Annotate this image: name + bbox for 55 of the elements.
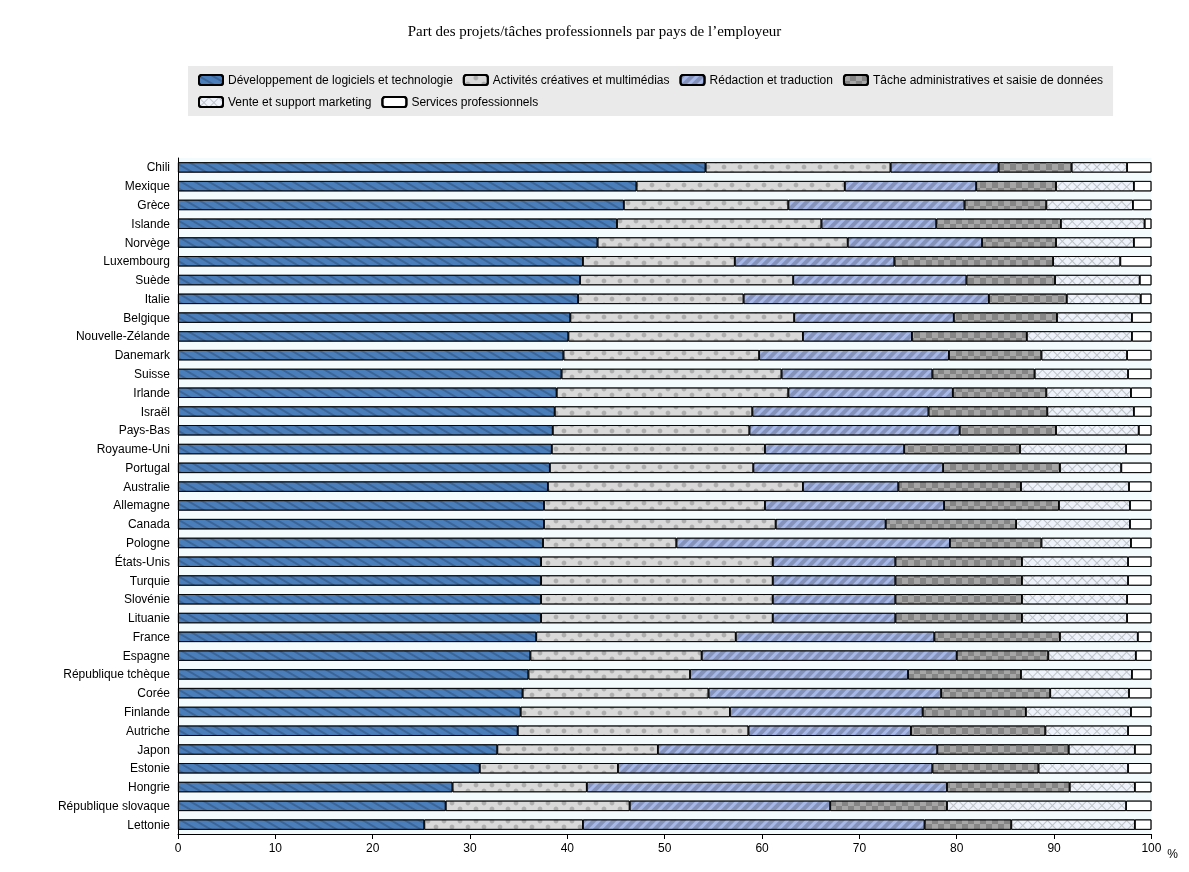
y-tick-label: Chili bbox=[146, 160, 170, 175]
y-tick-label: Turquie bbox=[129, 573, 171, 588]
x-tick-label: 50 bbox=[658, 841, 672, 855]
y-tick-label: Lettonie bbox=[127, 817, 171, 832]
y-tick-label: Finlande bbox=[123, 704, 171, 719]
y-tick-label: Luxembourg bbox=[103, 254, 170, 269]
y-tick-label: Canada bbox=[127, 517, 171, 532]
y-tick-label: Israël bbox=[140, 404, 170, 419]
y-tick-label: Japon bbox=[137, 742, 170, 757]
y-tick-label: Belgique bbox=[123, 310, 171, 325]
legend-label: Rédaction et traduction bbox=[709, 73, 833, 87]
y-tick-label: Slovénie bbox=[123, 592, 171, 607]
y-tick-label: Allemagne bbox=[113, 498, 171, 513]
legend-label: Services professionnels bbox=[411, 95, 539, 109]
y-tick-label: Hongrie bbox=[127, 780, 171, 795]
x-tick-label: 90 bbox=[1047, 841, 1062, 855]
y-tick-label: République tchèque bbox=[63, 667, 171, 682]
x-tick-label: 20 bbox=[366, 841, 380, 855]
y-tick-label: Grèce bbox=[137, 197, 171, 212]
y-tick-label: Islande bbox=[131, 216, 171, 231]
y-tick-label: Autriche bbox=[125, 723, 171, 738]
legend-label: Vente et support marketing bbox=[228, 95, 372, 109]
legend-label: Tâche administratives et saisie de données bbox=[872, 73, 1104, 87]
y-tick-label: Norvège bbox=[124, 235, 171, 250]
y-tick-label: Royaume-Uni bbox=[96, 442, 170, 457]
y-tick-label: Nouvelle-Zélande bbox=[75, 329, 171, 344]
x-tick-label: 70 bbox=[852, 841, 867, 855]
y-tick-label: Suisse bbox=[133, 366, 171, 381]
x-tick-label: 60 bbox=[755, 841, 770, 855]
x-tick-label: 0 bbox=[174, 841, 182, 855]
chart-title: Part des projets/tâches professionnels par pays de l’employeur bbox=[407, 22, 782, 39]
y-tick-label: Pays-Bas bbox=[118, 423, 170, 438]
y-tick-label: États-Unis bbox=[114, 553, 170, 569]
y-tick-label: Irlande bbox=[133, 385, 171, 400]
y-tick-label: Suède bbox=[135, 273, 171, 288]
y-tick-label: Estonie bbox=[129, 761, 171, 776]
y-tick-label: Corée bbox=[137, 686, 171, 701]
y-tick-label: France bbox=[132, 629, 171, 644]
y-tick-label: Pologne bbox=[125, 535, 171, 550]
y-tick-label: Lituanie bbox=[127, 611, 171, 626]
y-tick-label: République slovaque bbox=[57, 798, 171, 813]
x-tick-label: 30 bbox=[463, 841, 478, 855]
x-tick-label: 80 bbox=[950, 841, 964, 855]
y-tick-label: Danemark bbox=[114, 348, 171, 363]
y-tick-label: Mexique bbox=[124, 179, 171, 194]
y-tick-label: Italie bbox=[144, 291, 171, 306]
legend-label: Activités créatives et multimédias bbox=[492, 73, 670, 87]
y-tick-label: Australie bbox=[123, 479, 171, 494]
x-tick-label: 100 bbox=[1141, 841, 1162, 855]
legend-label: Développement de logiciels et technologie bbox=[228, 73, 454, 87]
y-tick-label: Espagne bbox=[122, 648, 171, 663]
y-tick-label: Portugal bbox=[125, 460, 170, 475]
x-axis-title: % bbox=[1167, 847, 1179, 861]
x-tick-label: 10 bbox=[268, 841, 283, 855]
x-tick-label: 40 bbox=[560, 841, 575, 855]
